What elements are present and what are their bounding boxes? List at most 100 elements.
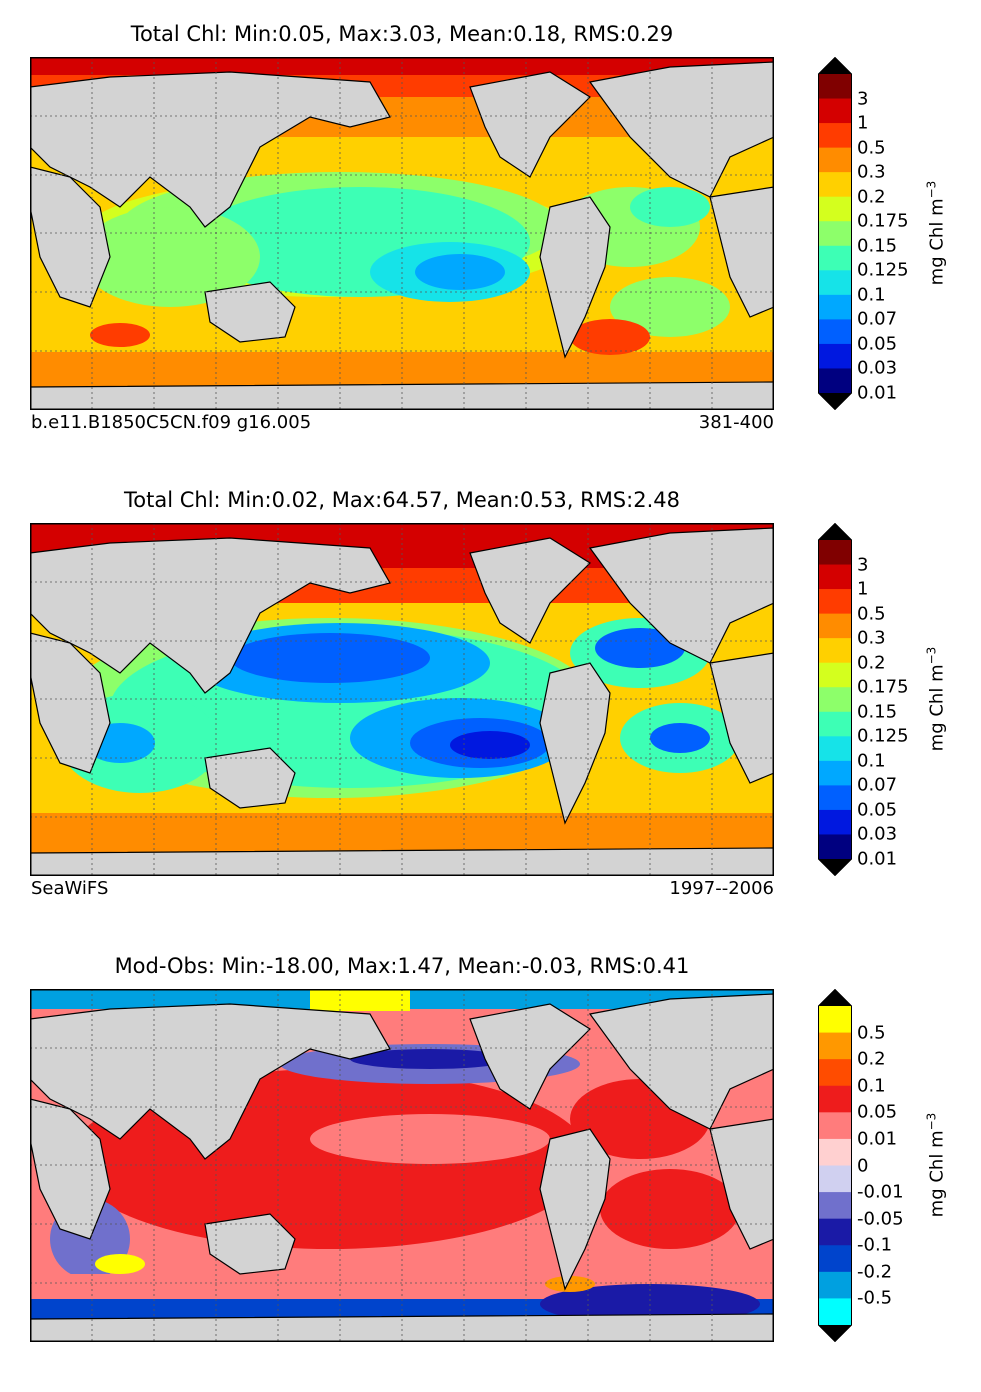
- colorbar-bin: [818, 1271, 852, 1299]
- colorbar-tick-label: 3: [857, 88, 869, 110]
- map-seawifs-chl: [30, 523, 774, 876]
- colorbar-bottom-extension: [818, 393, 852, 410]
- colorbar-bin: [818, 1245, 852, 1273]
- colorbar-bin: [818, 1165, 852, 1193]
- colorbar-bin: [818, 221, 852, 247]
- colorbar-bin: [818, 711, 852, 737]
- colorbar-bin: [818, 74, 852, 100]
- colorbar-bin: [818, 564, 852, 590]
- colorbar-bin: [818, 736, 852, 762]
- colorbar-tick-label: 0.05: [857, 1101, 898, 1123]
- colorbar: [818, 523, 852, 876]
- colorbar-bottom-extension: [818, 1325, 852, 1342]
- colorbar-bin: [818, 1112, 852, 1140]
- colorbar-tick-label: 0.2: [857, 652, 886, 674]
- panel-title: Total Chl: Min:0.02, Max:64.57, Mean:0.5…: [124, 488, 680, 512]
- grid-lines: [30, 989, 774, 1342]
- colorbar: [818, 989, 852, 1342]
- colorbar-tick-label: 0.05: [857, 799, 898, 821]
- colorbar-tick-label: 3: [857, 554, 869, 576]
- years-label: 381-400: [698, 412, 774, 433]
- years-label: 1997--2006: [669, 878, 774, 899]
- colorbar-tick-label: 0.3: [857, 627, 886, 649]
- source-label: SeaWiFS: [31, 878, 109, 899]
- colorbar-top-extension: [818, 989, 852, 1006]
- colorbar-tick-label: 0.01: [857, 848, 898, 870]
- colorbar-unit: mg Chl m−3: [924, 1112, 948, 1218]
- colorbar-bin: [818, 1085, 852, 1113]
- colorbar-bin: [818, 294, 852, 320]
- colorbar-bin: [818, 245, 852, 271]
- colorbar-bottom-extension: [818, 859, 852, 876]
- colorbar-tick-label: 0.175: [857, 210, 909, 232]
- colorbar-bin: [818, 123, 852, 149]
- panel-seawifs-chl: Total Chl: Min:0.02, Max:64.57, Mean:0.5…: [0, 466, 981, 926]
- colorbar-bin: [818, 270, 852, 296]
- colorbar-bin: [818, 589, 852, 615]
- colorbar-tick-label: 0.07: [857, 774, 898, 796]
- colorbar-tick-label: 0.01: [857, 1128, 898, 1150]
- colorbar-tick-label: -0.5: [857, 1287, 893, 1309]
- colorbar-bin: [818, 662, 852, 688]
- colorbar-tick-label: 0.1: [857, 750, 886, 772]
- colorbar-tick-label: 0.5: [857, 1022, 886, 1044]
- colorbar-tick-label: 0.125: [857, 259, 909, 281]
- panel-model-chl: Total Chl: Min:0.05, Max:3.03, Mean:0.18…: [0, 0, 981, 460]
- colorbar-tick-label: -0.05: [857, 1208, 904, 1230]
- colorbar-bin: [818, 172, 852, 198]
- colorbar-tick-label: 0.175: [857, 676, 909, 698]
- colorbar-tick-label: 0.2: [857, 186, 886, 208]
- colorbar-bin: [818, 613, 852, 639]
- colorbar-bin: [818, 1218, 852, 1246]
- colorbar-tick-label: 0.1: [857, 1075, 886, 1097]
- colorbar-tick-label: 0.03: [857, 357, 898, 379]
- colorbar-bin: [818, 1138, 852, 1166]
- colorbar-tick-label: 0.01: [857, 382, 898, 404]
- colorbar-tick-label: 0.3: [857, 161, 886, 183]
- colorbar-bin: [818, 147, 852, 173]
- panel-mod-obs-diff: Mod-Obs: Min:-18.00, Max:1.47, Mean:-0.0…: [0, 932, 981, 1392]
- map-mod-obs-diff: [30, 989, 774, 1342]
- colorbar-bin: [818, 638, 852, 664]
- colorbar-tick-label: 0.05: [857, 333, 898, 355]
- land-masses: [30, 61, 774, 410]
- colorbar-tick-label: 0: [857, 1155, 869, 1176]
- colorbar-tick-label: 0.5: [857, 137, 886, 159]
- colorbar-bin: [818, 343, 852, 369]
- colorbar-tick-label: 1: [857, 112, 869, 134]
- colorbar-unit: mg Chl m−3: [924, 646, 948, 752]
- colorbar-tick-label: 0.07: [857, 308, 898, 330]
- colorbar-bin: [818, 1059, 852, 1087]
- colorbar-tick-label: 0.2: [857, 1048, 886, 1070]
- colorbar-tick-label: -0.01: [857, 1181, 904, 1203]
- run-label: b.e11.B1850C5CN.f09 g16.005: [31, 412, 312, 433]
- colorbar-bin: [818, 98, 852, 124]
- colorbar-top-extension: [818, 57, 852, 74]
- colorbar-bin: [818, 368, 852, 394]
- colorbar-top-extension: [818, 523, 852, 540]
- colorbar-bin: [818, 687, 852, 713]
- map-model-chl: [30, 57, 774, 410]
- colorbar-bin: [818, 1192, 852, 1220]
- colorbar-bin: [818, 319, 852, 345]
- colorbar-bin: [818, 760, 852, 786]
- colorbar-bin: [818, 1032, 852, 1060]
- colorbar-bin: [818, 540, 852, 566]
- panel-title: Mod-Obs: Min:-18.00, Max:1.47, Mean:-0.0…: [114, 954, 690, 978]
- colorbar-bin: [818, 196, 852, 222]
- panel-title: Total Chl: Min:0.05, Max:3.03, Mean:0.18…: [130, 22, 674, 46]
- colorbar-tick-label: 0.5: [857, 603, 886, 625]
- colorbar-bin: [818, 1006, 852, 1034]
- colorbar-tick-label: -0.1: [857, 1234, 893, 1256]
- colorbar-tick-label: 1: [857, 578, 869, 600]
- colorbar-unit: mg Chl m−3: [924, 180, 948, 286]
- colorbar-bin: [818, 785, 852, 811]
- colorbar-tick-label: -0.2: [857, 1261, 893, 1283]
- colorbar-tick-label: 0.03: [857, 823, 898, 845]
- grid-lines: [30, 523, 774, 876]
- colorbar-tick-label: 0.15: [857, 235, 898, 257]
- colorbar-bin: [818, 809, 852, 835]
- colorbar-bin: [818, 834, 852, 860]
- colorbar-tick-label: 0.125: [857, 725, 909, 747]
- colorbar: [818, 57, 852, 410]
